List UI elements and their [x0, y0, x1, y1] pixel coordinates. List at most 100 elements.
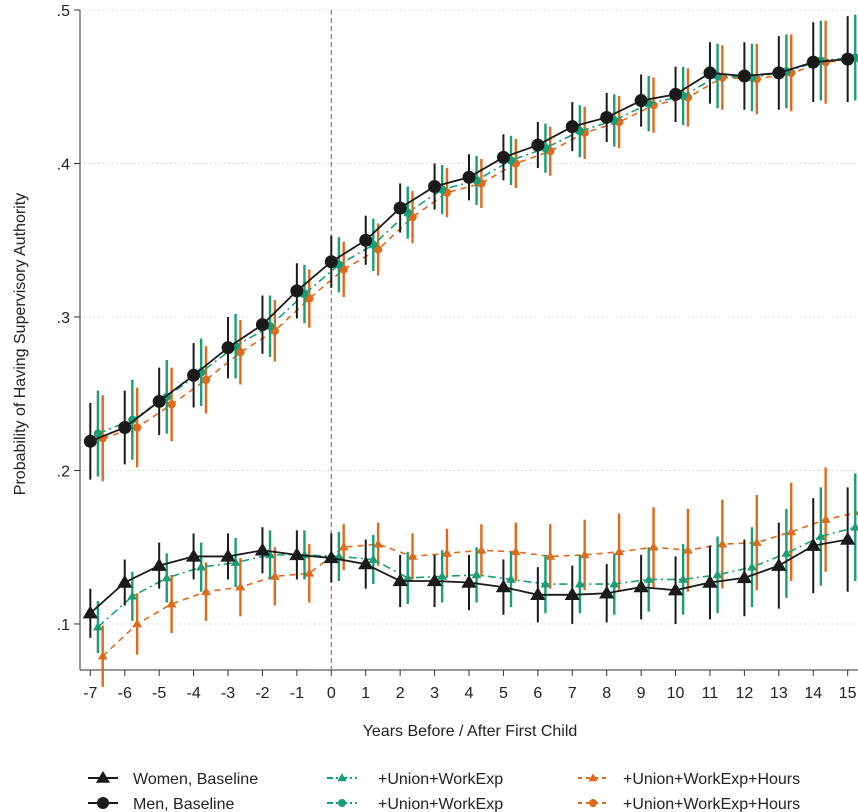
legend-marker [95, 770, 111, 783]
x-tick-label: 7 [568, 685, 577, 702]
data-point [545, 551, 556, 560]
data-point [643, 574, 654, 583]
data-point [820, 514, 831, 523]
data-point [428, 180, 442, 194]
data-point [442, 548, 452, 557]
legend-item: +Union+WorkExp+Hours [578, 771, 800, 788]
data-point [323, 550, 339, 564]
x-tick-label: -1 [290, 685, 304, 702]
data-point [221, 341, 235, 355]
data-point [600, 110, 614, 124]
x-tick-label: 14 [804, 685, 822, 702]
legend-item: +Union+WorkExp [327, 796, 503, 812]
data-point [393, 201, 407, 215]
data-point [461, 574, 477, 588]
x-tick-label: 6 [533, 685, 542, 702]
legend-marker [337, 773, 347, 782]
series-2 [92, 473, 858, 654]
x-tick-label: 5 [499, 685, 508, 702]
data-point [855, 510, 858, 516]
data-point [747, 562, 757, 571]
legend-label: +Union+WorkExp [378, 796, 503, 812]
data-point [166, 599, 177, 608]
data-point [402, 572, 413, 582]
data-point [128, 415, 137, 425]
data-point [540, 579, 551, 588]
series-1 [83, 16, 855, 480]
data-point [132, 619, 143, 628]
data-point [359, 233, 373, 247]
data-point [230, 557, 241, 566]
data-point [840, 531, 856, 545]
data-point [599, 585, 615, 599]
data-point [574, 579, 585, 588]
data-point [564, 587, 580, 600]
data-point [471, 569, 482, 579]
data-point [92, 622, 103, 631]
x-tick-label: 10 [667, 685, 685, 702]
data-point [703, 66, 717, 80]
series-layer [82, 14, 858, 687]
data-point [97, 651, 108, 660]
legend-item: +Union+WorkExp [327, 771, 503, 788]
data-point [196, 562, 207, 571]
data-point [633, 579, 649, 593]
legend-label: Women, Baseline [133, 771, 258, 788]
data-point [506, 574, 516, 583]
legend-label: Men, Baseline [133, 796, 234, 812]
legend-label: +Union+WorkExp+Hours [623, 796, 800, 812]
y-tick-label: .2 [57, 463, 70, 480]
data-point [530, 587, 546, 600]
data-point [496, 150, 510, 164]
legend-item: Men, Baseline [88, 796, 234, 812]
x-tick-label: 3 [430, 685, 439, 702]
data-point [290, 284, 304, 298]
x-tick-label: -4 [186, 685, 200, 702]
data-point [805, 538, 821, 551]
data-point [254, 542, 271, 556]
x-tick-label: 13 [770, 685, 788, 702]
data-point [127, 591, 138, 600]
legend-marker [589, 799, 597, 807]
data-point [368, 554, 379, 563]
data-point [712, 569, 723, 579]
y-tick-label: .4 [57, 156, 70, 173]
data-point [132, 423, 142, 432]
data-point [579, 549, 590, 559]
data-point [324, 255, 338, 269]
data-point [437, 571, 448, 580]
series-line [97, 56, 856, 435]
data-point [510, 546, 521, 556]
data-point [151, 557, 167, 571]
series-line [102, 58, 858, 439]
data-point [167, 400, 176, 409]
legend-item: +Union+WorkExp+Hours [578, 796, 800, 812]
data-point [373, 539, 384, 548]
tick-layer: .1.2.3.4.5-7 -6 -5 -4 -3 -2 -1 0 1 2 3 4 5 6 7 8 9 10 11 12… [57, 3, 857, 702]
x-tick-label: -5 [152, 685, 166, 702]
data-point [235, 582, 246, 591]
y-axis-label: Probability of Having Supervisory Author… [12, 193, 29, 495]
x-tick-label: -2 [255, 685, 269, 702]
data-point [201, 375, 211, 385]
data-point [781, 548, 792, 557]
data-point [667, 582, 684, 596]
data-point [669, 87, 683, 101]
data-point [841, 52, 855, 66]
data-point [565, 120, 579, 134]
data-point [187, 368, 201, 382]
data-point [220, 548, 236, 562]
legend-marker [97, 797, 109, 809]
x-tick-label: 12 [735, 685, 753, 702]
x-tick-label: 9 [637, 685, 646, 702]
series-3 [93, 14, 858, 477]
data-point [806, 55, 820, 69]
legend-marker [588, 773, 598, 782]
data-point [717, 539, 728, 548]
data-point [304, 568, 315, 577]
data-point [648, 542, 659, 551]
y-tick-label: .1 [57, 617, 70, 634]
data-point [426, 573, 443, 587]
y-tick-label: .3 [57, 310, 70, 327]
